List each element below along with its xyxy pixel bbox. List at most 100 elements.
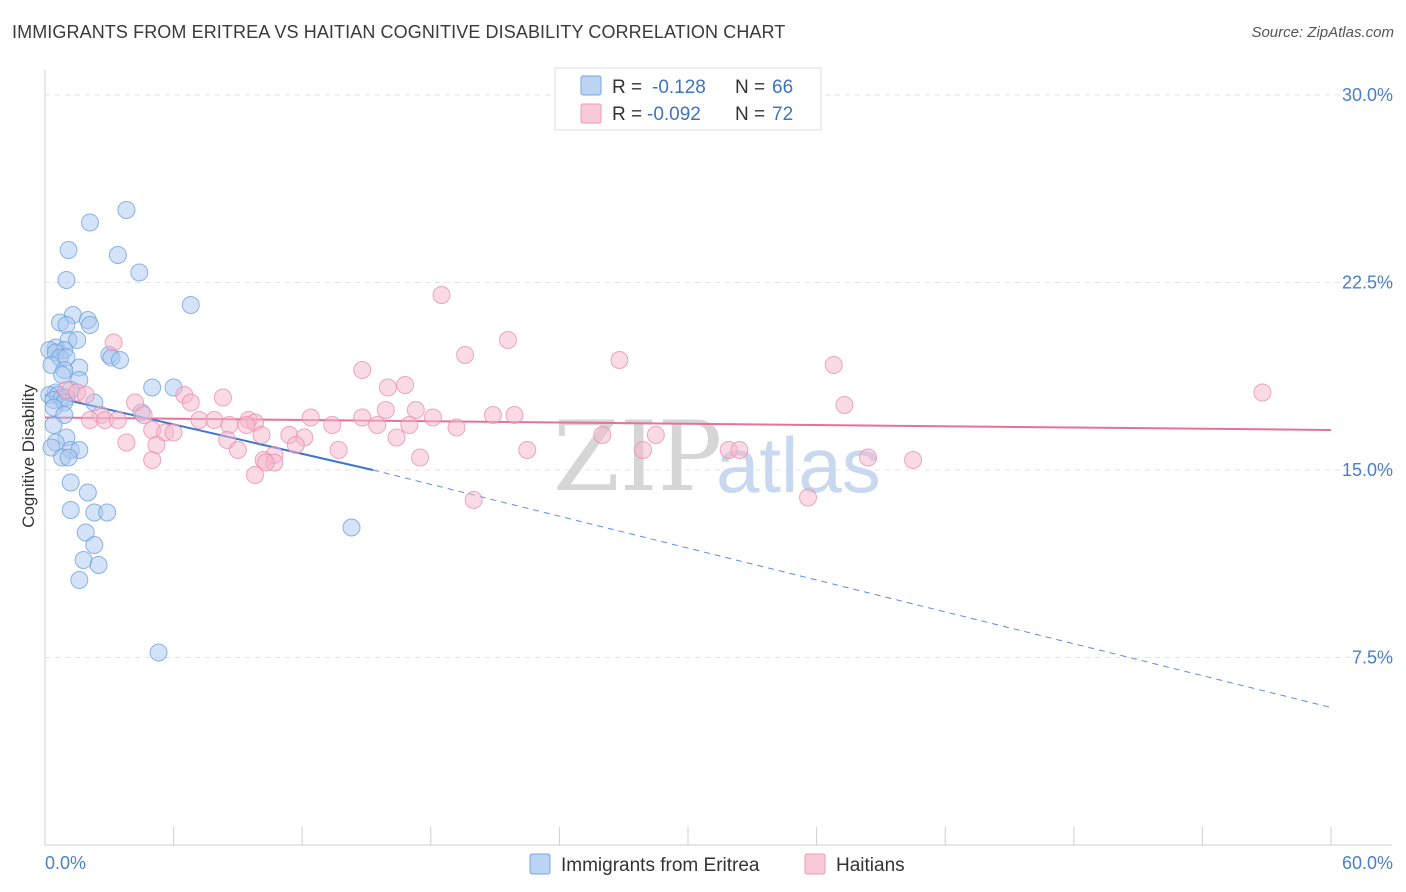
bottom-legend: Immigrants from Eritrea Haitians (529, 853, 905, 876)
bottom-legend-label-haitians: Haitians (836, 855, 905, 876)
chart-title: IMMIGRANTS FROM ERITREA VS HAITIAN COGNI… (12, 22, 786, 42)
point-haitians (126, 393, 145, 412)
point-haitians (228, 441, 247, 459)
point-haitians (1253, 383, 1272, 402)
point-haitians (286, 436, 305, 454)
point-haitians (376, 401, 395, 419)
point-haitians (104, 333, 123, 352)
tick-labels: 7.5% 15.0% 22.5% 30.0% 0.0% 60.0% (45, 85, 1393, 873)
point-haitians (904, 451, 923, 469)
y-tick-label: 7.5% (1352, 648, 1393, 668)
legend-r-label-1: R = (612, 77, 642, 98)
point-haitians (81, 411, 100, 429)
point-haitians (213, 388, 232, 407)
point-haitians (329, 441, 348, 459)
point-haitians (646, 426, 665, 444)
y-tick-label: 22.5% (1342, 273, 1393, 293)
point-eritrea (108, 246, 127, 264)
legend-r-value-1: -0.128 (652, 77, 706, 98)
point-eritrea (143, 378, 162, 397)
point-eritrea (117, 201, 136, 219)
point-haitians (134, 406, 153, 424)
point-haitians (498, 331, 517, 349)
point-haitians (859, 448, 878, 467)
point-haitians (301, 408, 320, 427)
legend-n-label-1: N = (735, 77, 765, 98)
point-eritrea (89, 556, 108, 574)
point-haitians (387, 428, 406, 447)
point-eritrea (342, 518, 361, 537)
point-haitians (411, 448, 430, 467)
point-haitians (353, 408, 372, 427)
point-haitians (730, 441, 749, 459)
gridlines (45, 94, 1396, 658)
point-haitians (505, 406, 524, 424)
point-eritrea (181, 296, 200, 314)
point-haitians (633, 441, 652, 459)
source-label: Source: ZipAtlas.com (1251, 24, 1394, 41)
point-eritrea (57, 271, 76, 289)
legend-r-value-2: -0.092 (647, 104, 701, 125)
point-eritrea (111, 351, 130, 369)
point-haitians (181, 393, 200, 412)
point-haitians (483, 406, 502, 424)
point-haitians (117, 433, 136, 452)
point-eritrea (44, 416, 63, 434)
point-haitians (400, 416, 419, 434)
point-haitians (220, 416, 239, 434)
point-haitians (323, 416, 342, 434)
axes (44, 70, 1392, 846)
legend-n-value-1: 66 (772, 77, 793, 98)
point-haitians (190, 411, 209, 429)
point-haitians (143, 451, 162, 469)
data-points (40, 201, 1272, 662)
point-eritrea (70, 571, 89, 589)
point-eritrea (85, 536, 104, 554)
point-eritrea (130, 263, 149, 282)
legend-swatch-eritrea (580, 75, 602, 96)
point-haitians (76, 386, 95, 404)
point-eritrea (81, 213, 100, 232)
point-eritrea (76, 523, 95, 542)
point-haitians (456, 346, 475, 364)
point-eritrea (81, 316, 100, 334)
y-tick-label: 30.0% (1342, 85, 1393, 105)
point-eritrea (68, 331, 87, 349)
bottom-legend-label-eritrea: Immigrants from Eritrea (561, 855, 760, 876)
point-eritrea (74, 551, 93, 569)
point-haitians (108, 411, 127, 429)
point-haitians (464, 491, 483, 509)
legend: R = -0.128 N = 66 R = -0.092 N = 72 (554, 67, 822, 131)
x-tick-label-max: 60.0% (1342, 853, 1393, 873)
legend-swatch-haitians (580, 103, 602, 124)
point-haitians (423, 408, 442, 427)
point-haitians (353, 361, 372, 379)
bottom-legend-swatch-eritrea (529, 853, 551, 875)
legend-r-label-2: R = (612, 104, 642, 125)
point-haitians (799, 488, 818, 507)
x-tick-label-min: 0.0% (45, 853, 86, 873)
point-eritrea (149, 643, 168, 662)
point-haitians (256, 453, 275, 472)
point-haitians (835, 396, 854, 414)
point-eritrea (53, 366, 72, 384)
point-eritrea (61, 473, 80, 492)
point-eritrea (98, 503, 117, 522)
point-eritrea (57, 316, 76, 334)
point-haitians (147, 436, 166, 454)
watermark: ZIP atlas (553, 401, 881, 513)
point-haitians (252, 426, 271, 444)
point-haitians (518, 441, 537, 459)
point-haitians (378, 378, 397, 397)
point-haitians (237, 416, 256, 434)
point-eritrea (59, 448, 78, 467)
point-haitians (246, 466, 265, 484)
y-axis-label: Cognitive Disability (19, 384, 38, 528)
point-haitians (824, 356, 843, 374)
legend-n-value-2: 72 (772, 104, 793, 125)
point-haitians (205, 411, 224, 429)
point-eritrea (59, 241, 78, 259)
point-haitians (164, 423, 183, 442)
bottom-legend-swatch-haitians (804, 853, 826, 875)
